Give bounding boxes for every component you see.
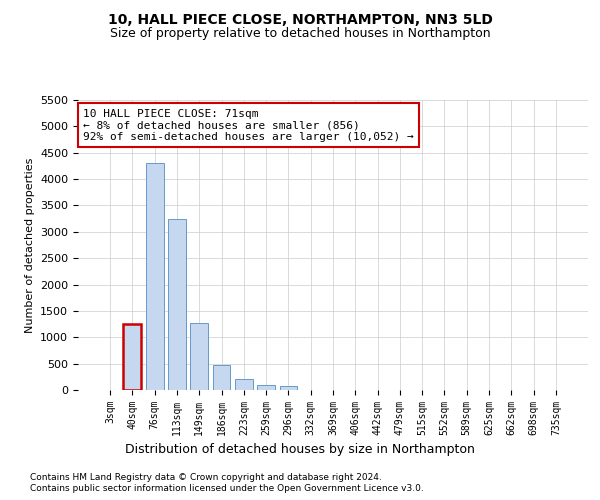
Text: Contains public sector information licensed under the Open Government Licence v3: Contains public sector information licen… — [30, 484, 424, 493]
Text: Size of property relative to detached houses in Northampton: Size of property relative to detached ho… — [110, 28, 490, 40]
Y-axis label: Number of detached properties: Number of detached properties — [25, 158, 35, 332]
Text: Contains HM Land Registry data © Crown copyright and database right 2024.: Contains HM Land Registry data © Crown c… — [30, 472, 382, 482]
Bar — [257, 386, 275, 390]
Bar — [280, 386, 298, 390]
Text: 10 HALL PIECE CLOSE: 71sqm
← 8% of detached houses are smaller (856)
92% of semi: 10 HALL PIECE CLOSE: 71sqm ← 8% of detac… — [83, 108, 414, 142]
Bar — [124, 324, 142, 390]
Bar — [190, 322, 208, 390]
Bar — [235, 380, 253, 390]
Text: 10, HALL PIECE CLOSE, NORTHAMPTON, NN3 5LD: 10, HALL PIECE CLOSE, NORTHAMPTON, NN3 5… — [107, 12, 493, 26]
Text: Distribution of detached houses by size in Northampton: Distribution of detached houses by size … — [125, 442, 475, 456]
Bar — [212, 364, 230, 390]
Bar — [168, 218, 186, 390]
Bar — [146, 164, 164, 390]
